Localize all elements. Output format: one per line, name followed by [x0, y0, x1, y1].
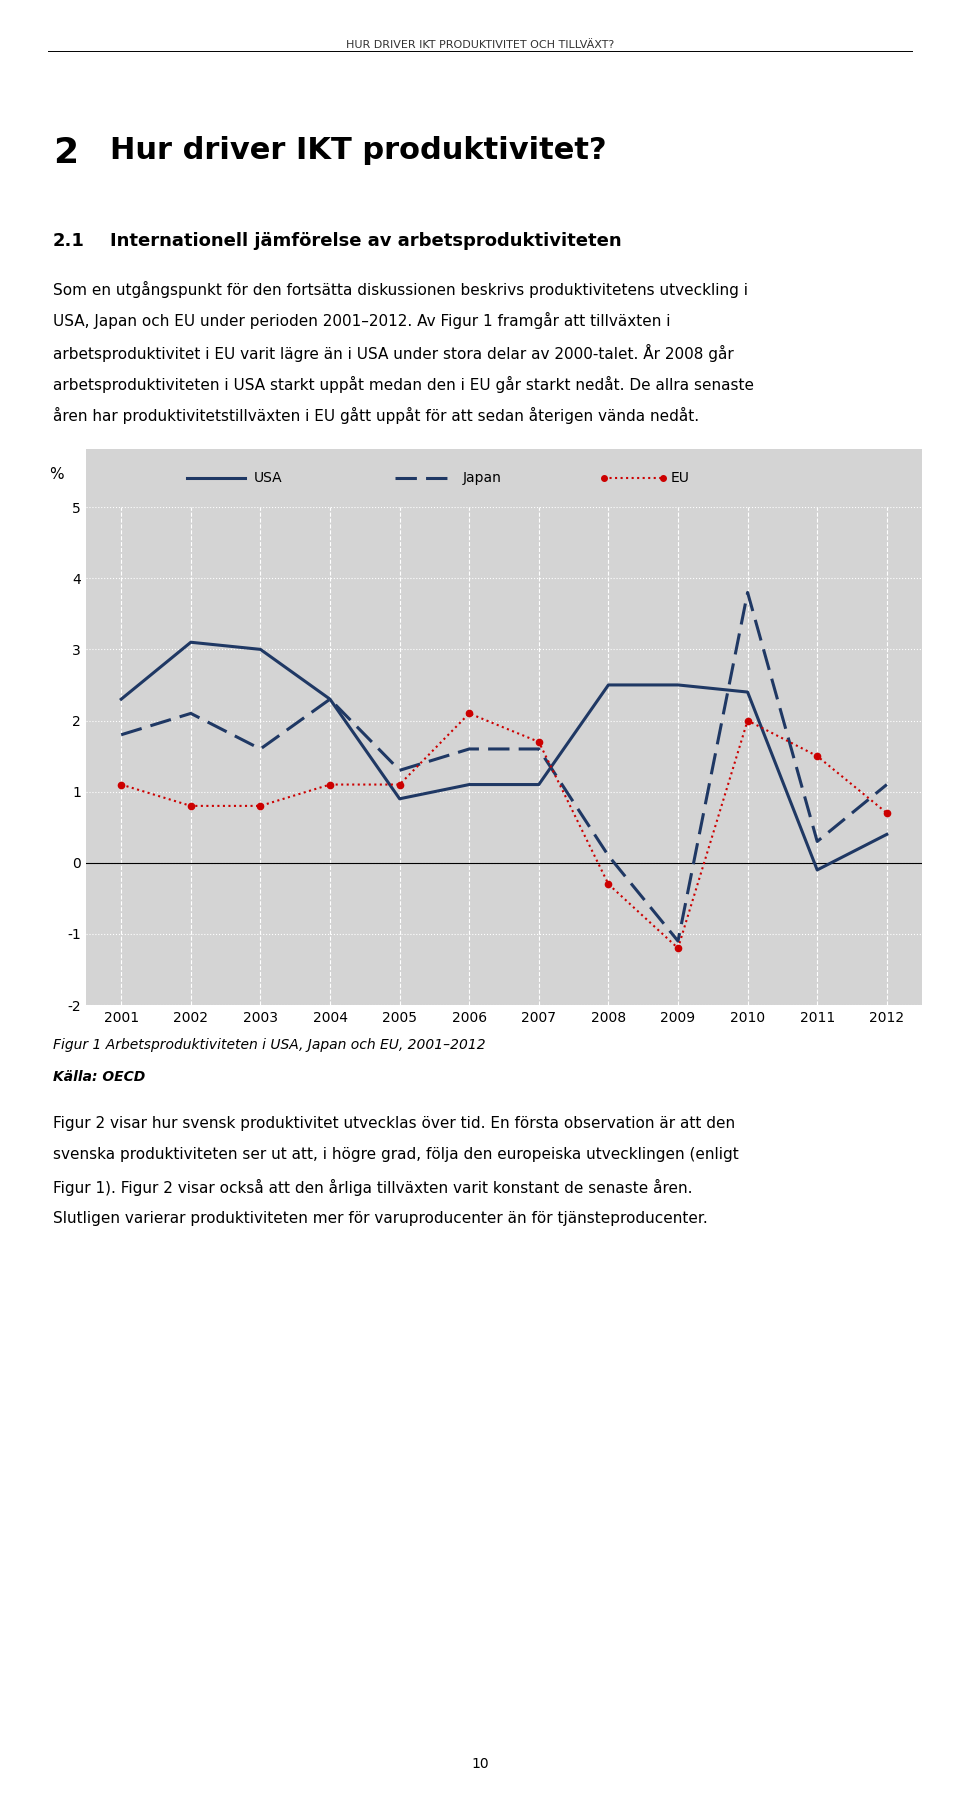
Text: USA, Japan och EU under perioden 2001–2012. Av Figur 1 framgår att tillväxten i: USA, Japan och EU under perioden 2001–20…: [53, 311, 670, 330]
Text: Figur 1 Arbetsproduktiviteten i USA, Japan och EU, 2001–2012: Figur 1 Arbetsproduktiviteten i USA, Jap…: [53, 1038, 486, 1052]
Text: arbetsproduktivitet i EU varit lägre än i USA under stora delar av 2000-talet. Å: arbetsproduktivitet i EU varit lägre än …: [53, 344, 733, 362]
Text: USA: USA: [253, 471, 282, 485]
Text: Som en utgångspunkt för den fortsätta diskussionen beskrivs produktivitetens utv: Som en utgångspunkt för den fortsätta di…: [53, 281, 748, 297]
Text: 10: 10: [471, 1757, 489, 1771]
Text: Internationell jämförelse av arbetsproduktiviteten: Internationell jämförelse av arbetsprodu…: [110, 232, 622, 250]
Text: HUR DRIVER IKT PRODUKTIVITET OCH TILLVÄXT?: HUR DRIVER IKT PRODUKTIVITET OCH TILLVÄX…: [346, 40, 614, 51]
Text: Hur driver IKT produktivitet?: Hur driver IKT produktivitet?: [110, 136, 607, 165]
Text: 2.1: 2.1: [53, 232, 84, 250]
Text: Källa: OECD: Källa: OECD: [53, 1070, 145, 1085]
Text: Japan: Japan: [462, 471, 501, 485]
Text: arbetsproduktiviteten i USA starkt uppåt medan den i EU går starkt nedåt. De all: arbetsproduktiviteten i USA starkt uppåt…: [53, 375, 754, 393]
Text: EU: EU: [671, 471, 690, 485]
Text: Figur 2 visar hur svensk produktivitet utvecklas över tid. En första observation: Figur 2 visar hur svensk produktivitet u…: [53, 1116, 735, 1130]
Text: %: %: [49, 467, 63, 482]
Text: 2: 2: [53, 136, 78, 170]
Text: åren har produktivitetstillväxten i EU gått uppåt för att sedan återigen vända n: åren har produktivitetstillväxten i EU g…: [53, 407, 699, 424]
Text: svenska produktiviteten ser ut att, i högre grad, följa den europeiska utvecklin: svenska produktiviteten ser ut att, i hö…: [53, 1148, 738, 1163]
Text: Figur 1). Figur 2 visar också att den årliga tillväxten varit konstant de senast: Figur 1). Figur 2 visar också att den år…: [53, 1179, 692, 1195]
Text: Slutligen varierar produktiviteten mer för varuproducenter än för tjänsteproduce: Slutligen varierar produktiviteten mer f…: [53, 1212, 708, 1226]
